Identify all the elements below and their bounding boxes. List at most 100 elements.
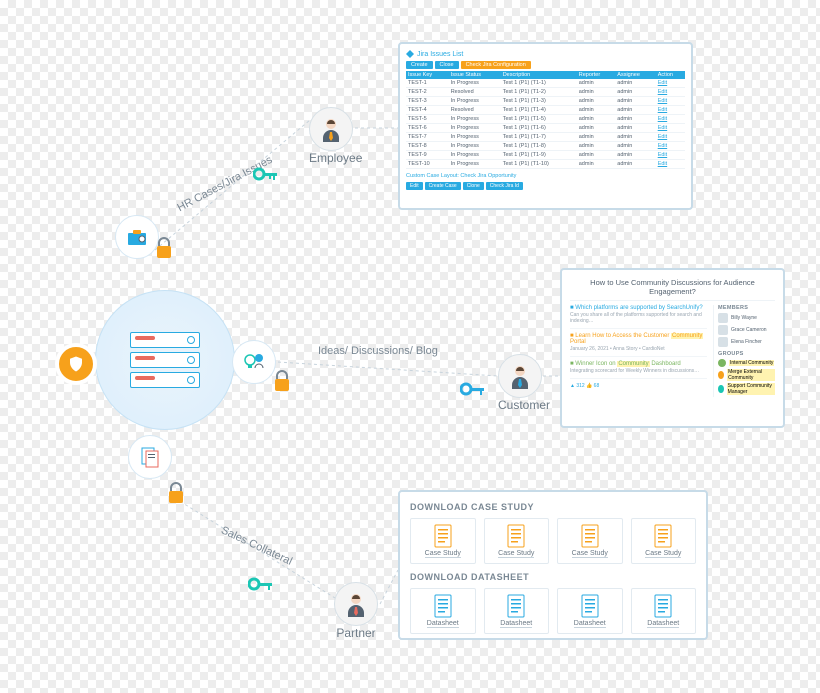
member-item[interactable]: Grace Cameron	[718, 325, 775, 335]
table-row: TEST-2ResolvedTest 1 (P1) (T1-2)adminadm…	[406, 88, 685, 97]
jira-button[interactable]: Check Jira Id	[486, 182, 523, 190]
edit-link[interactable]: Edit	[656, 79, 685, 88]
table-cell: Test 1 (P1) (T1-3)	[501, 97, 577, 106]
table-cell: admin	[577, 151, 616, 160]
table-cell: Test 1 (P1) (T1-8)	[501, 142, 577, 151]
hub-circle	[95, 290, 235, 430]
download-card[interactable]: Datasheet	[557, 588, 623, 634]
table-cell: admin	[615, 106, 655, 115]
table-cell: Resolved	[449, 88, 501, 97]
table-cell: In Progress	[449, 79, 501, 88]
edit-link[interactable]: Edit	[656, 97, 685, 106]
table-cell: Test 1 (P1) (T1-4)	[501, 106, 577, 115]
edit-link[interactable]: Edit	[656, 142, 685, 151]
table-cell: TEST-9	[406, 151, 449, 160]
member-item[interactable]: Billy Wayne	[718, 313, 775, 323]
member-name: Grace Cameron	[731, 327, 767, 333]
table-cell: TEST-6	[406, 124, 449, 133]
card-label: Datasheet	[574, 620, 606, 628]
key-icon	[253, 165, 279, 188]
table-cell: admin	[577, 124, 616, 133]
edit-link[interactable]: Edit	[656, 124, 685, 133]
thread-meta: January 26, 2021 • Anna Story • CardioNe…	[570, 346, 707, 352]
edit-link[interactable]: Edit	[656, 115, 685, 124]
thread-title: ■ Which platforms are supported by Searc…	[570, 305, 707, 311]
avatar-icon	[718, 337, 728, 347]
edit-link[interactable]: Edit	[656, 133, 685, 142]
community-sidebar: MEMBERS Billy WayneGrace CameronElena Fi…	[713, 305, 775, 397]
persona-label: Customer	[498, 398, 550, 412]
jira-button[interactable]: Clone	[463, 182, 484, 190]
group-label: Internal Community	[729, 360, 774, 366]
table-header: Reporter	[577, 71, 616, 79]
thread-meta: Integrating scorecard for Weekly Winners…	[570, 368, 707, 374]
download-card[interactable]: Case Study	[410, 518, 476, 564]
table-cell: admin	[615, 142, 655, 151]
card-label: Case Study	[572, 550, 608, 558]
group-item[interactable]: Merge External Community	[718, 369, 775, 381]
jira-button[interactable]: Create Case	[425, 182, 461, 190]
download-card[interactable]: Case Study	[631, 518, 697, 564]
thread-item[interactable]: ■ Which platforms are supported by Searc…	[570, 305, 707, 329]
group-dot-icon	[718, 359, 726, 367]
key-icon	[460, 380, 486, 403]
table-cell: TEST-3	[406, 97, 449, 106]
table-head: Issue KeyIssue StatusDescriptionReporter…	[406, 71, 685, 79]
groups-heading: GROUPS	[718, 351, 775, 357]
group-item[interactable]: Internal Community	[718, 359, 775, 367]
download-card[interactable]: Datasheet	[410, 588, 476, 634]
thread-item[interactable]: ■ Winner Icon on Community Dashboard Int…	[570, 361, 707, 379]
jira-tab[interactable]: Create	[406, 61, 433, 69]
group-label: Merge External Community	[727, 369, 775, 381]
edit-link[interactable]: Edit	[656, 106, 685, 115]
table-cell: TEST-1	[406, 79, 449, 88]
download-card[interactable]: Datasheet	[484, 588, 550, 634]
table-cell: TEST-8	[406, 142, 449, 151]
table-cell: TEST-10	[406, 160, 449, 169]
jira-footer-link[interactable]: Custom Case Layout: Check Jira Opportuni…	[406, 173, 685, 179]
thread-item[interactable]: ■ Learn How to Access the Customer Commu…	[570, 333, 707, 357]
jira-tabs: CreateCloseCheck Jira Configuration	[406, 61, 685, 69]
table-cell: In Progress	[449, 133, 501, 142]
jira-tab[interactable]: Check Jira Configuration	[461, 61, 531, 69]
table-cell: admin	[577, 142, 616, 151]
shield-badge	[55, 343, 97, 385]
case-study-row: Case StudyCase StudyCase StudyCase Study	[410, 518, 696, 564]
edit-link[interactable]: Edit	[656, 88, 685, 97]
edit-link[interactable]: Edit	[656, 151, 685, 160]
group-item[interactable]: Support Community Manager	[718, 383, 775, 395]
table-cell: admin	[615, 115, 655, 124]
downloads-heading-2: DOWNLOAD DATASHEET	[410, 572, 696, 582]
table-row: TEST-1In ProgressTest 1 (P1) (T1-1) admin…	[406, 79, 685, 88]
table-row: TEST-5In ProgressTest 1 (P1) (T1-5)admin…	[406, 115, 685, 124]
community-panel: How to Use Community Discussions for Aud…	[560, 268, 785, 428]
jira-button[interactable]: Edit	[406, 182, 423, 190]
table-row: TEST-7In ProgressTest 1 (P1) (T1-7)admin…	[406, 133, 685, 142]
table-cell: admin	[615, 79, 655, 88]
table-cell: In Progress	[449, 115, 501, 124]
card-label: Datasheet	[500, 620, 532, 628]
card-label: Datasheet	[427, 620, 459, 628]
downloads-heading-1: DOWNLOAD CASE STUDY	[410, 502, 696, 512]
member-item[interactable]: Elena Fincher	[718, 337, 775, 347]
jira-tab[interactable]: Close	[435, 61, 459, 69]
group-dot-icon	[718, 371, 724, 379]
persona-employee: Employee	[309, 107, 362, 165]
download-card[interactable]: Case Study	[484, 518, 550, 564]
table-cell: Test 1 (P1) (T1-10)	[501, 160, 577, 169]
download-card[interactable]: Datasheet	[631, 588, 697, 634]
thread-meta: Can you share all of the platforms suppo…	[570, 312, 707, 324]
persona-partner: Partner	[334, 582, 378, 640]
table-row: TEST-8In ProgressTest 1 (P1) (T1-8)admin…	[406, 142, 685, 151]
avatar-icon	[718, 325, 728, 335]
table-cell: Test 1 (P1) (T1-1)	[501, 79, 577, 88]
avatar-icon	[334, 582, 378, 626]
table-row: TEST-3In ProgressTest 1 (P1) (T1-3)admin…	[406, 97, 685, 106]
table-cell: admin	[577, 133, 616, 142]
download-card[interactable]: Case Study	[557, 518, 623, 564]
table-header: Issue Key	[406, 71, 449, 79]
persona-label: Partner	[334, 626, 378, 640]
edit-link[interactable]: Edit	[656, 160, 685, 169]
table-cell: TEST-2	[406, 88, 449, 97]
table-cell: admin	[577, 160, 616, 169]
